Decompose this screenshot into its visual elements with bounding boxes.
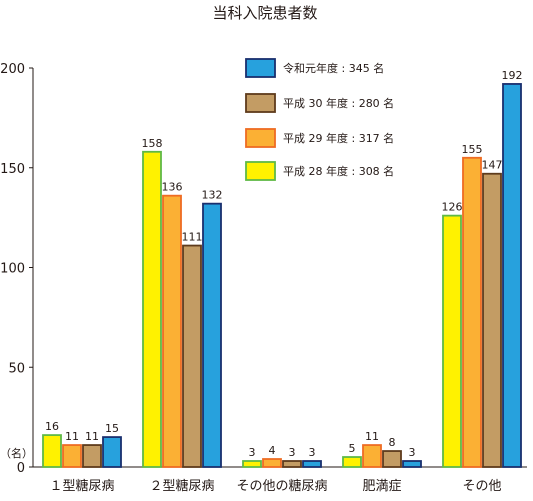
chart-title: 当科入院患者数 — [212, 4, 317, 22]
legend-label: 令和元年度 : 345 名 — [283, 61, 384, 75]
legend-label: 平成 30 年度 : 280 名 — [283, 96, 394, 110]
bar — [382, 450, 402, 468]
bar — [302, 460, 322, 468]
legend-swatch — [245, 128, 276, 148]
y-tick-label: 0 — [17, 461, 25, 476]
bars — [42, 83, 522, 468]
category-label: 肥満症 — [362, 479, 401, 494]
bar-value-label: 126 — [442, 201, 463, 214]
y-axis-unit-label: （名） — [0, 446, 33, 460]
bar — [442, 214, 462, 468]
bar-value-label: 11 — [65, 430, 79, 443]
bar — [162, 194, 182, 468]
y-tick-label: 50 — [8, 361, 25, 376]
bar-value-label: 155 — [462, 143, 483, 156]
bar — [42, 434, 62, 468]
bar-value-label: 158 — [142, 137, 163, 150]
bar — [342, 456, 362, 468]
y-ticks: 0 50 100 150 200 — [0, 62, 33, 476]
bar-value-label: 136 — [162, 181, 183, 194]
bar — [502, 83, 522, 468]
bar — [362, 444, 382, 468]
bar-value-label: 3 — [249, 446, 256, 459]
bar-value-label: 16 — [45, 420, 59, 433]
category-labels: １型糖尿病 ２型糖尿病 その他の糖尿病 肥満症 その他 — [49, 478, 501, 494]
bar-value-label: 111 — [182, 231, 203, 244]
bar-value-label: 3 — [309, 446, 316, 459]
bar — [202, 202, 222, 468]
category-label: ２型糖尿病 — [149, 478, 214, 494]
bar-value-label: 132 — [202, 189, 223, 202]
bar — [402, 460, 422, 468]
legend: 令和元年度 : 345 名平成 30 年度 : 280 名平成 29 年度 : … — [245, 58, 394, 181]
bar — [142, 150, 162, 468]
bar-value-label: 3 — [289, 446, 296, 459]
legend-label: 平成 28 年度 : 308 名 — [283, 164, 394, 178]
bar — [242, 460, 262, 468]
bar-value-label: 5 — [349, 442, 356, 455]
legend-swatch — [245, 161, 276, 181]
bar-value-label: 3 — [409, 446, 416, 459]
category-label: １型糖尿病 — [49, 478, 114, 494]
legend-label: 平成 29 年度 : 317 名 — [283, 131, 394, 145]
bar — [102, 436, 122, 468]
bar-value-label: 15 — [105, 422, 119, 435]
y-tick-label: 100 — [0, 262, 25, 277]
bar-value-label: 192 — [502, 69, 523, 82]
y-tick-label: 200 — [0, 62, 25, 77]
bar-value-label: 11 — [85, 430, 99, 443]
bar — [262, 458, 282, 468]
bar — [482, 172, 502, 468]
bar-value-label: 8 — [389, 436, 396, 449]
bar — [462, 156, 482, 468]
category-label: その他 — [462, 479, 501, 494]
bar — [182, 244, 202, 468]
y-tick-label: 150 — [0, 162, 25, 177]
bar-value-label: 4 — [269, 444, 276, 457]
category-label: その他の糖尿病 — [236, 478, 327, 494]
bar-value-label: 147 — [482, 159, 503, 172]
bar — [62, 444, 82, 468]
bar-value-label: 11 — [365, 430, 379, 443]
legend-swatch — [245, 93, 276, 113]
bar — [82, 444, 102, 468]
legend-swatch — [245, 58, 276, 78]
bar — [282, 460, 302, 468]
